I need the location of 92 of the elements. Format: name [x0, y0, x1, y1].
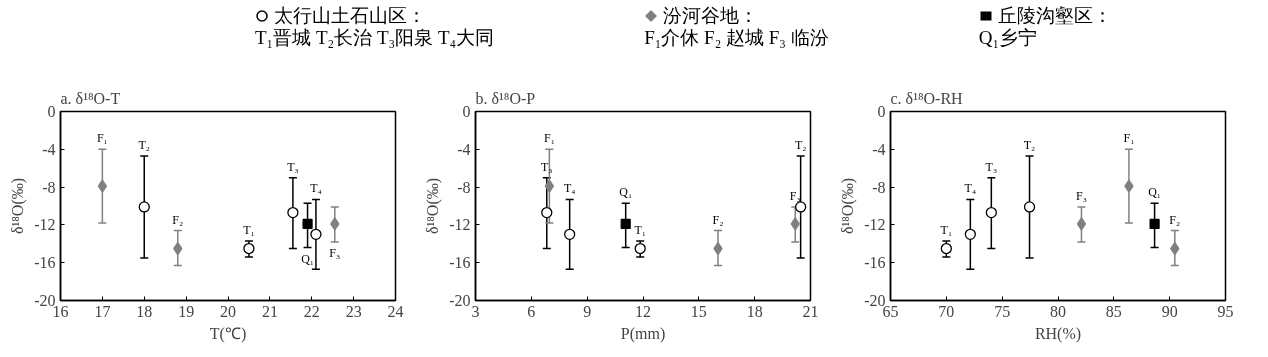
x-tick-label: 75	[994, 302, 1011, 320]
annotation: F₃	[789, 188, 801, 203]
y-axis-title: δ¹⁸O(‰)	[9, 177, 28, 235]
annotation: F₃	[329, 245, 341, 260]
annotation: F₁	[96, 131, 108, 146]
point	[1023, 201, 1036, 213]
x-tick-label: 21	[261, 302, 278, 320]
x-tick-label: 22	[303, 302, 320, 320]
x-tick-label: 17	[94, 302, 111, 320]
x-axis-title: T(℃)	[209, 324, 247, 343]
annotation: F₃	[1076, 188, 1087, 203]
x-tick-label: 85	[1105, 302, 1122, 320]
annotation: T₄	[964, 181, 977, 196]
x-tick-label: 3	[471, 302, 480, 320]
point	[97, 179, 108, 193]
y-tick-label: -4	[457, 140, 471, 158]
y-tick-label: -8	[42, 178, 56, 196]
y-tick-label: -8	[872, 178, 886, 196]
legend-label: 丘陵沟壑区： Q₁乡宁	[978, 5, 1112, 49]
annotation: T₃	[287, 159, 299, 174]
point	[964, 228, 976, 240]
chart-title: c. δ¹⁸O-RH	[890, 89, 964, 107]
x-axis-title: P(mm)	[620, 324, 666, 343]
annotation: F₂	[1169, 212, 1181, 227]
annotation: Q₁	[619, 185, 633, 200]
annotation: Q₁	[301, 251, 314, 266]
y-tick-label: -16	[449, 254, 471, 272]
y-axis-title: δ¹⁸O(‰)	[839, 177, 858, 235]
x-tick-label: 15	[690, 302, 707, 320]
point	[302, 218, 313, 230]
annotation: F₂	[712, 212, 724, 227]
x-tick-label: 18	[136, 302, 153, 320]
x-tick-label: 80	[1050, 302, 1066, 320]
x-tick-label: 90	[1161, 302, 1178, 320]
point	[790, 217, 800, 231]
y-tick-label: -12	[34, 216, 56, 234]
point	[564, 228, 576, 240]
y-tick-label: -16	[34, 254, 56, 272]
point	[138, 201, 150, 213]
point	[287, 206, 299, 219]
x-tick-label: 23	[345, 302, 362, 320]
point	[310, 228, 322, 240]
point	[330, 217, 340, 231]
y-tick-label: -20	[34, 292, 56, 309]
annotation: T₂	[794, 137, 807, 152]
y-tick-label: 0	[462, 103, 471, 120]
y-tick-label: -12	[864, 216, 886, 234]
annotation: T₃	[541, 159, 553, 174]
y-tick-label: -8	[457, 178, 471, 196]
annotation: T₂	[1023, 137, 1036, 152]
y-tick-label: 0	[47, 103, 56, 120]
x-axis-title: RH(%)	[1034, 324, 1082, 343]
point	[1149, 218, 1160, 230]
y-tick-label: 0	[877, 103, 886, 120]
x-tick-label: 6	[527, 302, 536, 320]
annotation: T₂	[138, 137, 151, 152]
x-tick-label: 12	[635, 302, 651, 320]
annotation: F₂	[172, 212, 184, 227]
annotation: T₁	[634, 222, 646, 237]
point	[541, 206, 553, 219]
annotation: T₄	[310, 181, 322, 196]
annotation: T₁	[243, 222, 255, 237]
point	[544, 179, 555, 193]
point	[1124, 179, 1134, 193]
x-tick-label: 18	[746, 302, 763, 320]
chart-title: a. δ¹⁸O-T	[60, 89, 121, 107]
annotation: F₁	[1123, 131, 1135, 146]
x-tick-label: 19	[178, 302, 195, 320]
legend-label: 太行山土石山区： T₁晋城 T₂长治 T₃阳泉 T₄大同	[255, 5, 495, 49]
legend-label: 汾河谷地： F₁介休 F₂ 赵城 F₃ 临汾	[644, 5, 829, 49]
annotation: T₁	[940, 222, 953, 237]
point	[1076, 217, 1087, 231]
y-tick-label: -20	[449, 292, 471, 309]
point	[985, 206, 997, 219]
y-tick-label: -4	[872, 140, 886, 158]
annotation: Q₁	[1148, 185, 1162, 200]
x-tick-label: 9	[583, 302, 592, 320]
x-tick-label: 95	[1217, 302, 1234, 320]
chart-title: b. δ¹⁸O-P	[475, 89, 536, 107]
annotation: T₃	[985, 159, 998, 174]
x-tick-label: 70	[938, 302, 955, 320]
y-tick-label: -12	[449, 216, 471, 234]
point	[620, 218, 631, 230]
y-tick-label: -16	[864, 254, 886, 272]
y-tick-label: -4	[42, 140, 56, 158]
annotation: F₁	[543, 131, 555, 146]
x-tick-label: 20	[220, 302, 236, 320]
y-axis-title: δ¹⁸O(‰)	[424, 177, 443, 235]
point	[794, 201, 807, 213]
annotation: T₄	[563, 181, 576, 196]
x-tick-label: 21	[802, 302, 819, 320]
x-tick-label: 24	[387, 302, 404, 320]
